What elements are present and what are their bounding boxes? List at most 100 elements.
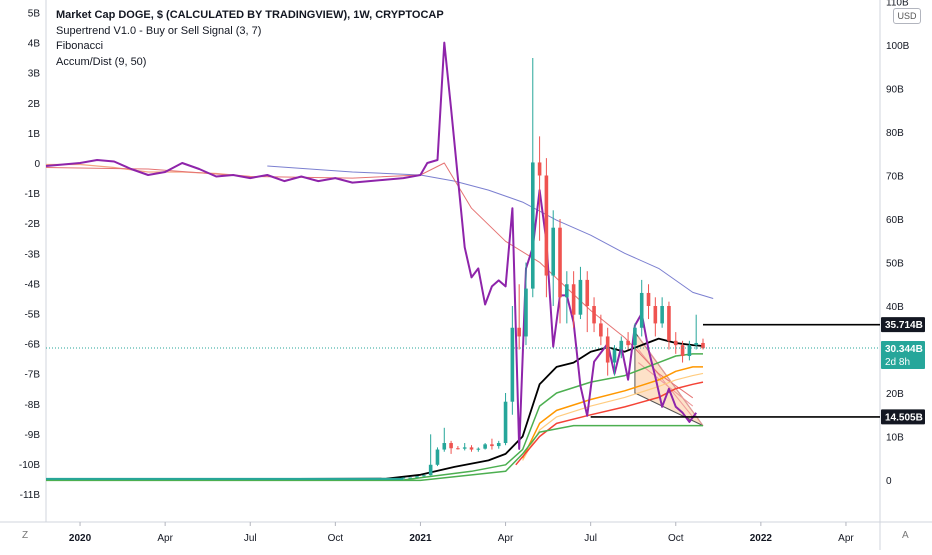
price-label-box: [881, 409, 925, 425]
candle-body: [592, 306, 596, 324]
candle-body: [694, 342, 698, 346]
legend-indicator-accum-dist[interactable]: Accum/Dist (9, 50): [56, 55, 147, 68]
candle-body: [619, 340, 624, 350]
candle-body: [503, 401, 508, 444]
candle-body: [701, 342, 705, 349]
price-label-text: 35.714B: [885, 320, 923, 331]
x-axis-tick-label: Jul: [244, 533, 257, 544]
left-axis-tick-label: -6B: [24, 340, 40, 351]
candlestick-series: [46, 58, 705, 480]
price-label-text: 14.505B: [885, 412, 923, 423]
horizontal-lines: [46, 323, 880, 418]
left-axis-tick-label: 5B: [28, 9, 41, 20]
right-axis-tick-label: 10B: [886, 433, 904, 444]
x-axis-tick-label: Apr: [157, 533, 173, 544]
auto-scale-button[interactable]: A: [902, 530, 909, 541]
price-label-countdown: 2d 8h: [885, 357, 910, 368]
price-label-box: [881, 317, 925, 333]
left-axis-tick-label: 3B: [28, 69, 41, 80]
candle-body: [469, 447, 474, 450]
candle-body: [578, 279, 583, 315]
candle-body: [435, 449, 440, 465]
legend-indicator-fibonacci[interactable]: Fibonacci: [56, 40, 104, 52]
accum-dist-long-ma-line: [267, 165, 714, 299]
legend-indicator-supertrend[interactable]: Supertrend V1.0 - Buy or Sell Signal (3,…: [56, 24, 262, 37]
candle-body: [660, 306, 664, 324]
left-axis-tick-label: -2B: [24, 219, 40, 230]
candle-body: [571, 284, 576, 315]
accum-dist-early-line: [46, 163, 251, 178]
x-axis-tick-label: 2021: [409, 533, 432, 544]
left-axis-tick-label: 1B: [28, 129, 41, 140]
candle-body: [639, 292, 644, 328]
candle-body: [415, 476, 419, 478]
left-axis: 5B 4B 3B 2B 1B 0 -1B -2B -3B -4B -5B -6B -7B -8B -9B -1…: [19, 9, 41, 502]
candle-body: [599, 323, 603, 337]
left-axis-tick-label: -1B: [24, 189, 40, 200]
right-axis-tick-label: 60B: [886, 215, 904, 226]
left-axis-tick-label: -11B: [20, 490, 41, 501]
candle-body: [537, 162, 542, 176]
chart-legend: Market Cap DOGE, $ (CALCULATED BY TRADIN…: [56, 8, 444, 70]
candle-body: [605, 336, 610, 363]
fib-fan-line: [637, 349, 694, 418]
x-axis: 2020 Apr Jul Oct 2021 Apr Jul Oct 2022 Apr: [69, 522, 854, 544]
candle-body: [530, 162, 535, 289]
indicator-lines: [45, 41, 714, 482]
right-axis-tick-label: 90B: [886, 85, 904, 96]
candle-body: [558, 227, 562, 298]
left-axis-tick-label: -3B: [24, 249, 40, 260]
x-axis-tick-label: Apr: [838, 533, 854, 544]
overlay-line-4: [515, 381, 704, 466]
right-axis-tick-label: 110B: [886, 0, 909, 9]
x-axis-tick-label: 2020: [69, 533, 92, 544]
candle-body: [612, 349, 617, 363]
candle-body: [408, 477, 413, 479]
candle-body: [626, 340, 630, 346]
left-axis-tick-label: -8B: [24, 400, 40, 411]
candle-body: [510, 327, 515, 402]
left-axis-tick-label: -7B: [24, 370, 40, 381]
candle-body: [496, 443, 501, 447]
candle-body: [483, 444, 487, 449]
left-axis-tick-label: -9B: [24, 430, 40, 441]
right-axis-tick-label: 100B: [886, 41, 910, 52]
candle-body: [462, 447, 467, 449]
x-axis-tick-label: Oct: [668, 533, 684, 544]
overlay-line-3: [522, 372, 704, 461]
candle-body: [653, 306, 658, 324]
candle-body: [449, 443, 453, 449]
candle-body: [667, 306, 671, 341]
candle-body: [585, 279, 590, 306]
right-axis-tick-label: 0: [886, 476, 892, 487]
zoom-button[interactable]: Z: [22, 530, 29, 541]
legend-title[interactable]: Market Cap DOGE, $ (CALCULATED BY TRADIN…: [56, 9, 444, 21]
right-axis-tick-label: 40B: [886, 302, 904, 313]
overlay-line-5: [46, 424, 703, 482]
currency-button[interactable]: USD: [893, 8, 921, 24]
left-axis-tick-label: -5B: [24, 310, 40, 321]
price-label-text: 30.344B: [885, 344, 923, 355]
candle-body: [422, 475, 426, 477]
right-axis: 110B100B90B80B70B60B50B40B30B20B10B0: [886, 0, 910, 487]
candle-body: [680, 345, 685, 357]
candle-body: [633, 327, 637, 346]
candle-body: [401, 477, 406, 479]
right-axis-tick-label: 20B: [886, 389, 904, 400]
overlay-line-1: [46, 353, 703, 481]
x-axis-tick-label: Apr: [498, 533, 514, 544]
overlay-line-0: [45, 337, 704, 481]
price-label-box: [881, 341, 925, 370]
accum-dist-line: [45, 41, 698, 450]
accum-dist-ma-line: [45, 162, 694, 399]
candle-body: [524, 288, 528, 337]
candle-body: [544, 175, 549, 276]
x-axis-tick-label: 2022: [750, 533, 773, 544]
right-axis-tick-label: 80B: [886, 128, 904, 139]
left-axis-tick-label: -10B: [19, 460, 40, 471]
right-axis-tick-label: 70B: [886, 172, 904, 183]
candle-body: [476, 448, 481, 450]
